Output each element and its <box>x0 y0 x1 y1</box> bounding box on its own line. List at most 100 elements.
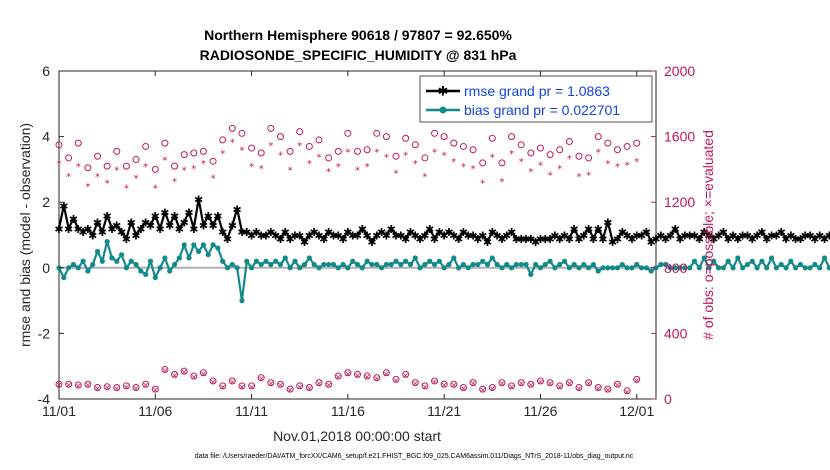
obs-bottom-evaluated-point: × <box>479 386 486 395</box>
y-tick-label: 0 <box>42 260 50 276</box>
obs-bottom-evaluated-point: × <box>556 382 563 391</box>
bias-point <box>176 255 182 261</box>
rmse-point: ✱ <box>618 226 627 239</box>
obs-bottom-possible-point <box>84 380 92 388</box>
y-tick-label: 6 <box>42 63 50 79</box>
obs-evaluated-point: * <box>403 151 408 162</box>
rmse-point: ✱ <box>247 230 256 243</box>
rmse-point: ✱ <box>488 226 497 239</box>
bias-point <box>374 261 380 268</box>
obs-bottom-possible-point <box>546 379 554 387</box>
obs-possible-point <box>344 129 352 137</box>
obs-bottom-evaluated-point: × <box>287 386 294 395</box>
y-tick-label: 4 <box>42 129 50 145</box>
bias-point <box>542 261 548 268</box>
rmse-point: ✱ <box>584 223 593 236</box>
rmse-point: ✱ <box>752 230 761 243</box>
bias-point <box>128 258 134 264</box>
obs-evaluated-point: * <box>451 157 456 168</box>
obs-bottom-possible-point <box>517 379 525 387</box>
bias-point <box>706 265 712 271</box>
obs-evaluated-point: * <box>134 174 139 185</box>
obs-evaluated-point: * <box>95 172 100 183</box>
obs-bottom-evaluated-point: × <box>316 379 323 388</box>
rmse-point: ✱ <box>430 233 439 246</box>
obs-bottom-possible-point <box>556 382 564 390</box>
bias-point <box>720 265 727 271</box>
rmse-point: ✱ <box>107 223 116 236</box>
rmse-point: ✱ <box>743 230 752 243</box>
rmse-point: ✱ <box>440 230 449 243</box>
bias-point <box>383 261 389 268</box>
rmse-point: ✱ <box>199 220 208 233</box>
bias-point <box>191 242 197 248</box>
bias-point <box>537 265 544 271</box>
obs-evaluated-point: * <box>605 159 610 170</box>
bias-point <box>533 261 539 268</box>
bias-point <box>638 265 645 271</box>
obs-bottom-possible-point <box>392 375 400 383</box>
x-tick-label: 11/01 <box>42 403 76 419</box>
rmse-point: ✱ <box>117 226 126 239</box>
rmse-point: ✱ <box>184 207 193 220</box>
obs-possible-point <box>527 149 535 157</box>
obs-bottom-possible-point <box>479 385 487 393</box>
bias-point <box>90 261 96 268</box>
rmse-point: ✱ <box>204 210 213 223</box>
obs-bottom-possible-point <box>498 379 506 387</box>
bias-point <box>566 265 572 271</box>
obs-bottom-evaluated-point: × <box>94 384 101 393</box>
bias-point <box>793 265 799 271</box>
bias-point <box>282 255 288 261</box>
obs-bottom-possible-point <box>344 369 352 377</box>
rmse-point: ✱ <box>343 226 352 239</box>
rmse-point: ✱ <box>358 223 367 236</box>
rmse-point: ✱ <box>680 230 689 243</box>
legend-box <box>419 75 653 123</box>
bias-point <box>749 258 755 264</box>
obs-bottom-evaluated-point: × <box>624 387 631 396</box>
bias-point <box>248 265 255 271</box>
bias-point <box>292 258 298 264</box>
obs-evaluated-point: * <box>365 162 370 173</box>
obs-bottom-possible-point <box>527 380 535 388</box>
bias-point <box>557 261 563 268</box>
bias-point <box>422 261 428 268</box>
rmse-point: ✱ <box>748 233 757 246</box>
x-tick-label: 11/16 <box>331 403 365 419</box>
obs-possible-point <box>286 147 294 155</box>
obs-bottom-evaluated-point: × <box>460 384 467 393</box>
bias-point <box>807 265 813 271</box>
obs-evaluated-point: * <box>528 167 533 178</box>
obs-bottom-possible-point <box>402 370 410 378</box>
bias-point <box>504 261 510 268</box>
obs-possible-point <box>228 124 236 132</box>
rmse-point: ✱ <box>685 230 694 243</box>
bias-point <box>499 265 505 271</box>
bias-point <box>431 261 438 268</box>
bias-point <box>85 268 91 274</box>
bias-point <box>215 245 221 251</box>
obs-possible-point <box>604 139 612 147</box>
bias-point <box>162 255 168 261</box>
rmse-point: ✱ <box>671 223 680 236</box>
obs-bottom-evaluated-point: × <box>239 382 246 391</box>
obs-bottom-possible-point <box>171 370 179 378</box>
obs-evaluated-point: * <box>480 179 485 190</box>
rmse-point: ✱ <box>449 230 458 243</box>
bias-point <box>99 258 105 264</box>
obs-evaluated-point: * <box>432 147 437 158</box>
obs-bottom-possible-point <box>363 372 371 380</box>
bias-point <box>475 261 481 268</box>
bias-point <box>561 258 568 264</box>
rmse-point: ✱ <box>478 230 487 243</box>
obs-bottom-evaluated-point: × <box>152 386 159 395</box>
obs-bottom-evaluated-point: × <box>499 379 506 388</box>
obs-possible-point <box>238 129 246 137</box>
obs-bottom-possible-point <box>575 384 583 392</box>
rmse-point: ✱ <box>574 233 583 246</box>
rmse-point: ✱ <box>377 226 386 239</box>
bias-point <box>528 271 534 277</box>
obs-possible-point <box>325 154 333 162</box>
bias-point <box>576 265 582 271</box>
